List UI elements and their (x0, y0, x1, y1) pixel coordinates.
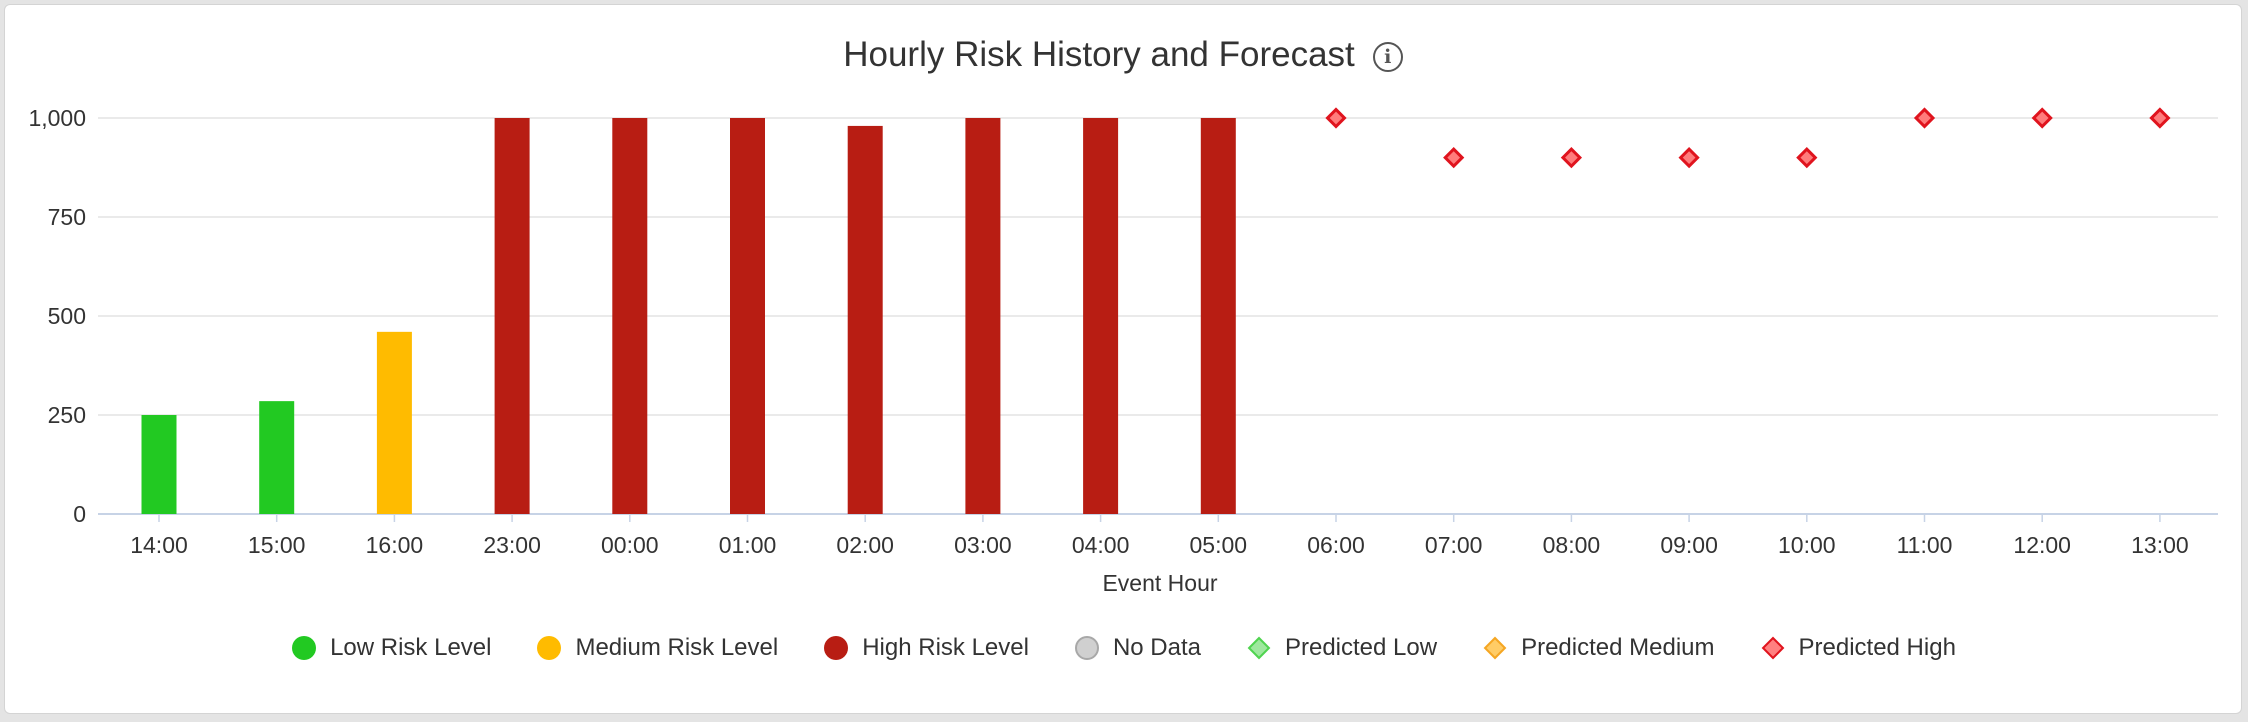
legend-label: No Data (1112, 634, 1201, 661)
y-tick-label: 0 (73, 501, 86, 527)
legend-swatch-circle (824, 636, 849, 660)
marker-predicted-high (2031, 107, 2053, 129)
legend-item-predicted-medium[interactable]: Predicted Medium (1483, 634, 1715, 662)
x-tick-label: 04:00 (1072, 532, 1130, 558)
legend-item-predicted-low[interactable]: Predicted Low (1247, 634, 1437, 662)
y-tick-label: 250 (48, 402, 86, 428)
legend-swatch-diamond-wrap (1761, 636, 1785, 660)
bar-high-risk-level (1200, 118, 1236, 514)
marker-predicted-high (1560, 146, 1583, 169)
x-tick-label: 12:00 (2013, 532, 2071, 558)
x-tick-label: 07:00 (1425, 532, 1483, 558)
marker-predicted-high (1325, 107, 1347, 129)
x-tick-label: 15:00 (248, 532, 306, 558)
legend-swatch-circle (292, 636, 317, 660)
legend-item-medium-risk-level[interactable]: Medium Risk Level (537, 634, 778, 662)
bar-high-risk-level (965, 118, 1001, 514)
legend-swatch-diamond (1761, 636, 1784, 660)
legend-item-low-risk-level[interactable]: Low Risk Level (292, 634, 491, 662)
x-tick-label: 00:00 (601, 532, 659, 558)
marker-predicted-high (1796, 146, 1818, 169)
legend-label: Medium Risk Level (575, 634, 779, 661)
bar-high-risk-level (730, 118, 765, 514)
legend-label: Predicted High (1798, 634, 1956, 661)
bar-low-risk-level (141, 415, 177, 514)
x-tick-label: 06:00 (1307, 532, 1365, 558)
bar-high-risk-level (494, 118, 530, 514)
legend-swatch-diamond (1247, 636, 1271, 660)
legend-item-high-risk-level[interactable]: High Risk Level (824, 634, 1029, 662)
x-tick-label: 03:00 (954, 532, 1012, 558)
x-tick-label: 05:00 (1190, 532, 1248, 558)
bar-medium-risk-level (376, 331, 412, 514)
legend-label: Predicted Low (1284, 634, 1438, 661)
marker-predicted-high (1678, 146, 1700, 169)
info-icon[interactable]: i (1372, 42, 1403, 72)
marker-predicted-high (1443, 146, 1465, 169)
x-tick-label: 16:00 (366, 532, 424, 558)
legend-swatch-diamond (1483, 636, 1507, 660)
y-tick-label: 500 (48, 303, 86, 329)
legend-swatch-circle (537, 636, 562, 660)
legend-label: Predicted Medium (1521, 634, 1715, 661)
bar-high-risk-level (1083, 118, 1119, 514)
legend-label: Low Risk Level (330, 634, 492, 661)
legend-label: High Risk Level (862, 634, 1029, 661)
chart-title-row: Hourly Risk History and Forecast i (5, 35, 2241, 75)
legend-swatch-diamond-wrap (1483, 636, 1507, 660)
legend-item-predicted-high[interactable]: Predicted High (1761, 634, 1956, 662)
legend-swatch-diamond-wrap (1247, 636, 1271, 660)
marker-predicted-high (1913, 107, 1936, 129)
marker-predicted-high (2149, 107, 2171, 129)
x-tick-label: 11:00 (1897, 532, 1953, 558)
x-tick-label: 09:00 (1660, 532, 1718, 558)
x-tick-label: 13:00 (2131, 532, 2189, 558)
bar-low-risk-level (259, 401, 295, 514)
x-tick-label: 23:00 (483, 532, 541, 558)
bar-high-risk-level (612, 118, 648, 514)
x-tick-label: 01:00 (719, 532, 777, 558)
x-axis-label: Event Hour (1102, 570, 1217, 596)
legend-swatch-circle (1074, 636, 1099, 660)
bar-high-risk-level (847, 125, 883, 515)
x-tick-label: 14:00 (130, 532, 188, 558)
x-tick-label: 08:00 (1543, 532, 1601, 558)
x-tick-label: 02:00 (836, 532, 894, 558)
legend-item-no-data[interactable]: No Data (1074, 634, 1201, 662)
chart-title: Hourly Risk History and Forecast (843, 35, 1355, 74)
chart-legend: Low Risk Level Medium Risk Level High Risk… (0, 634, 2248, 662)
x-tick-label: 10:00 (1778, 532, 1836, 558)
y-tick-label: 1,000 (28, 105, 86, 131)
y-tick-label: 750 (48, 204, 86, 230)
